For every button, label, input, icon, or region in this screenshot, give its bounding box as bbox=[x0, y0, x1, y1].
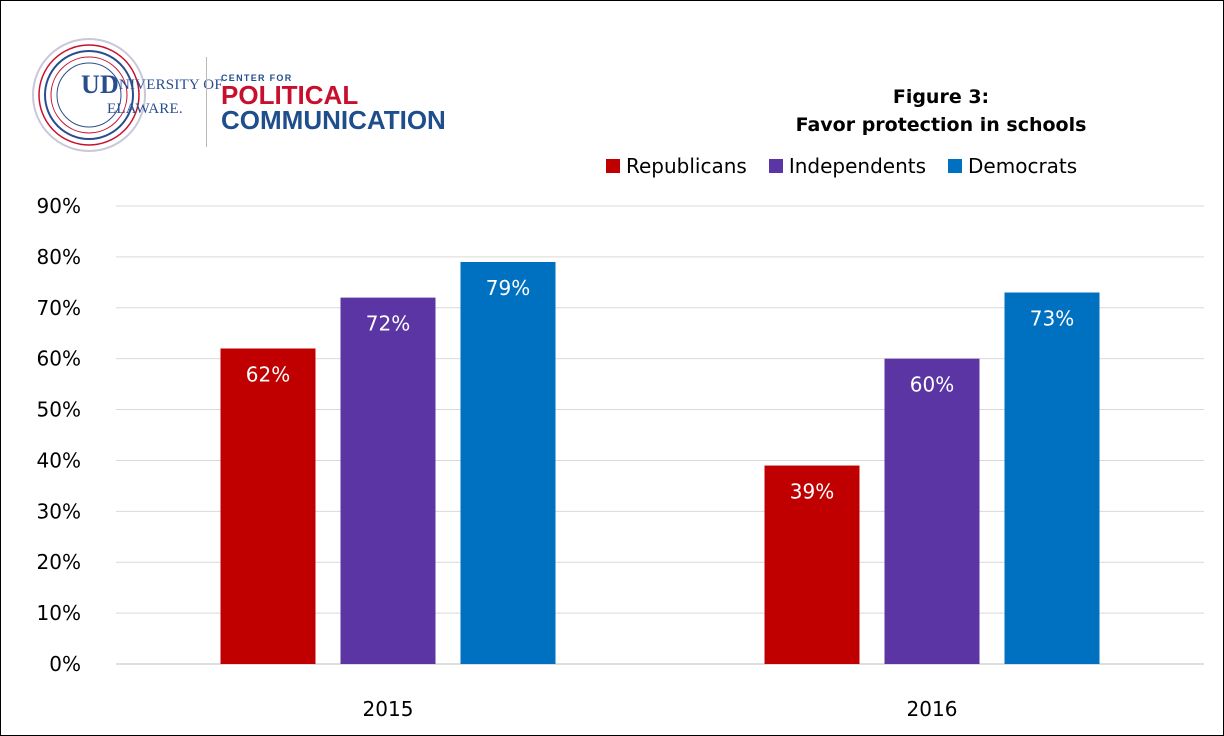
x-tick-label: 2016 bbox=[907, 697, 958, 721]
legend-swatch-republicans bbox=[606, 159, 620, 173]
x-tick-label: 2015 bbox=[363, 697, 414, 721]
data-label: 73% bbox=[1030, 307, 1074, 331]
legend-item-independents: Independents bbox=[768, 154, 927, 178]
legend-label-independents: Independents bbox=[788, 154, 927, 178]
center-wordmark: CENTER FOR POLITICAL COMMUNICATION bbox=[221, 73, 446, 133]
y-tick-label: 50% bbox=[37, 398, 81, 422]
y-tick-label: 10% bbox=[37, 601, 81, 625]
data-label: 79% bbox=[486, 276, 530, 300]
logo-monogram: UD bbox=[81, 70, 119, 99]
legend: Republicans Independents Democrats bbox=[606, 153, 1077, 179]
logo-university-line2: ELAWARE. bbox=[107, 101, 183, 117]
data-label: 72% bbox=[366, 312, 410, 336]
bar bbox=[460, 261, 556, 664]
logo-center-line2: POLITICAL bbox=[221, 80, 359, 110]
legend-item-republicans: Republicans bbox=[606, 154, 747, 178]
logo-university-line1: NIVERSITY OF bbox=[118, 77, 223, 93]
chart-title: Figure 3: bbox=[892, 86, 990, 108]
bar bbox=[884, 358, 980, 664]
chart-subtitle: Favor protection in schools bbox=[795, 114, 1087, 136]
y-tick-label: 30% bbox=[37, 499, 81, 523]
legend-item-democrats: Democrats bbox=[948, 154, 1077, 178]
legend-swatch-democrats bbox=[948, 159, 963, 173]
y-tick-label: 80% bbox=[37, 245, 81, 269]
legend-label-democrats: Democrats bbox=[968, 154, 1078, 178]
chart-title-block: Figure 3: Favor protection in schools bbox=[721, 83, 1161, 139]
logo: UDNIVERSITY OF ELAWARE. CENTER FOR POLIT… bbox=[31, 37, 471, 155]
y-tick-label: 60% bbox=[37, 347, 81, 371]
university-wordmark: UDNIVERSITY OF ELAWARE. bbox=[81, 70, 223, 118]
bar bbox=[220, 348, 316, 664]
logo-divider bbox=[206, 57, 207, 147]
legend-swatch-independents bbox=[768, 159, 783, 173]
bar bbox=[1004, 292, 1100, 664]
data-label: 62% bbox=[246, 362, 290, 386]
y-tick-label: 40% bbox=[37, 448, 81, 472]
y-tick-label: 70% bbox=[37, 296, 81, 320]
y-tick-label: 0% bbox=[49, 652, 81, 676]
data-label: 60% bbox=[910, 373, 954, 397]
legend-label-republicans: Republicans bbox=[626, 154, 747, 178]
logo-center-line1: CENTER FOR bbox=[221, 73, 293, 83]
data-label: 39% bbox=[790, 480, 834, 504]
bar bbox=[764, 465, 860, 664]
logo-center-line3: COMMUNICATION bbox=[221, 105, 446, 135]
bar bbox=[340, 297, 436, 664]
y-tick-label: 90% bbox=[37, 194, 81, 218]
university-seal-icon bbox=[32, 38, 146, 152]
y-tick-label: 20% bbox=[37, 550, 81, 574]
